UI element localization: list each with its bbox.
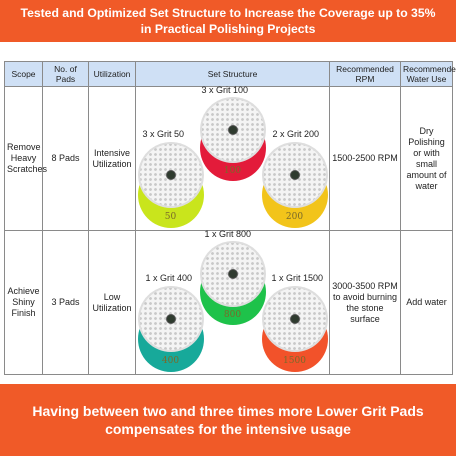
pad-diamond-face: [199, 97, 266, 163]
polishing-pad: 100: [199, 97, 266, 181]
pads-cell: 8 Pads: [42, 86, 89, 231]
pad-label: 2 x Grit 200: [272, 129, 320, 139]
table-row: Achieve Shiny Finish 3 Pads Low Utilizat…: [4, 229, 453, 375]
utilization-cell: Low Utilization: [88, 230, 136, 375]
pad-grit-number: 1500: [283, 356, 306, 366]
pad-diamond-face: [137, 142, 204, 208]
pad-diamond-face: [261, 286, 328, 352]
pad-center-hole: [289, 170, 300, 180]
column-header-scope: Scope: [4, 61, 43, 87]
pad-center-hole: [289, 314, 300, 324]
column-header-pads: No. of Pads: [42, 61, 89, 87]
pad-grit-number: 400: [161, 356, 180, 366]
pad-center-hole: [165, 170, 176, 180]
footer-line-1: Having between two and three times more …: [32, 403, 424, 419]
column-header-rpm: Recommended RPM: [329, 61, 401, 87]
pad-grit-number: 100: [223, 166, 242, 176]
pad-set-table: Scope No. of Pads Utilization Set Struct…: [4, 61, 456, 375]
water-cell: Add water: [400, 230, 453, 375]
pad-label: 3 x Grit 50: [142, 129, 185, 139]
pad-grit-number: 800: [223, 310, 242, 320]
column-header-utilization: Utilization: [88, 61, 136, 87]
footer-banner: Having between two and three times more …: [0, 384, 456, 456]
pad-center-hole: [227, 125, 238, 135]
pad-diamond-face: [137, 286, 204, 352]
pads-cell: 3 Pads: [42, 230, 89, 375]
pad-grit-number: 50: [164, 212, 177, 222]
column-header-set-structure: Set Structure: [135, 61, 330, 87]
header-line-1: Tested and Optimized Set Structure to In…: [20, 6, 436, 20]
header-line-2: in Practical Polishing Projects: [140, 22, 316, 36]
pad-set-illustration: 3 x Grit 50 50 3 x Grit 100 100 2 x Gr: [137, 85, 328, 230]
set-structure-cell: 1 x Grit 400 400 1 x Grit 800 800 1 x: [135, 229, 330, 375]
polishing-pad: 200: [261, 142, 328, 228]
pad-set-illustration: 1 x Grit 400 400 1 x Grit 800 800 1 x: [137, 229, 328, 374]
rpm-cell: 1500-2500 RPM: [329, 86, 401, 231]
footer-line-2: compensates for the intensive usage: [105, 421, 351, 437]
polishing-pad: 1500: [261, 286, 328, 372]
rpm-cell: 3000-3500 RPM to avoid burning the stone…: [329, 230, 401, 375]
polishing-pad: 800: [199, 241, 266, 325]
pad-center-hole: [227, 269, 238, 279]
pad-diamond-face: [199, 241, 266, 307]
pad-center-hole: [165, 314, 176, 324]
scope-cell: Achieve Shiny Finish: [4, 230, 43, 375]
set-structure-cell: 3 x Grit 50 50 3 x Grit 100 100 2 x Gr: [135, 85, 330, 231]
pad-label: 1 x Grit 800: [204, 229, 252, 239]
utilization-cell: Intensive Utilization: [88, 86, 136, 231]
pad-grit-number: 200: [285, 212, 304, 222]
scope-cell: Remove Heavy Scratches: [4, 86, 47, 231]
column-header-water: Recommended Water Use: [400, 61, 456, 87]
header-banner: Tested and Optimized Set Structure to In…: [0, 0, 456, 42]
pad-label: 1 x Grit 1500: [271, 273, 324, 283]
pad-label: 1 x Grit 400: [145, 273, 193, 283]
table-header-row: Scope No. of Pads Utilization Set Struct…: [4, 61, 456, 87]
pad-diamond-face: [261, 142, 328, 208]
polishing-pad: 400: [137, 286, 204, 372]
table-row: Remove Heavy Scratches 8 Pads Intensive …: [4, 85, 453, 231]
water-cell: Dry Polishing or with small amount of wa…: [400, 86, 453, 231]
polishing-pad: 50: [137, 142, 204, 228]
pad-label: 3 x Grit 100: [201, 85, 249, 95]
